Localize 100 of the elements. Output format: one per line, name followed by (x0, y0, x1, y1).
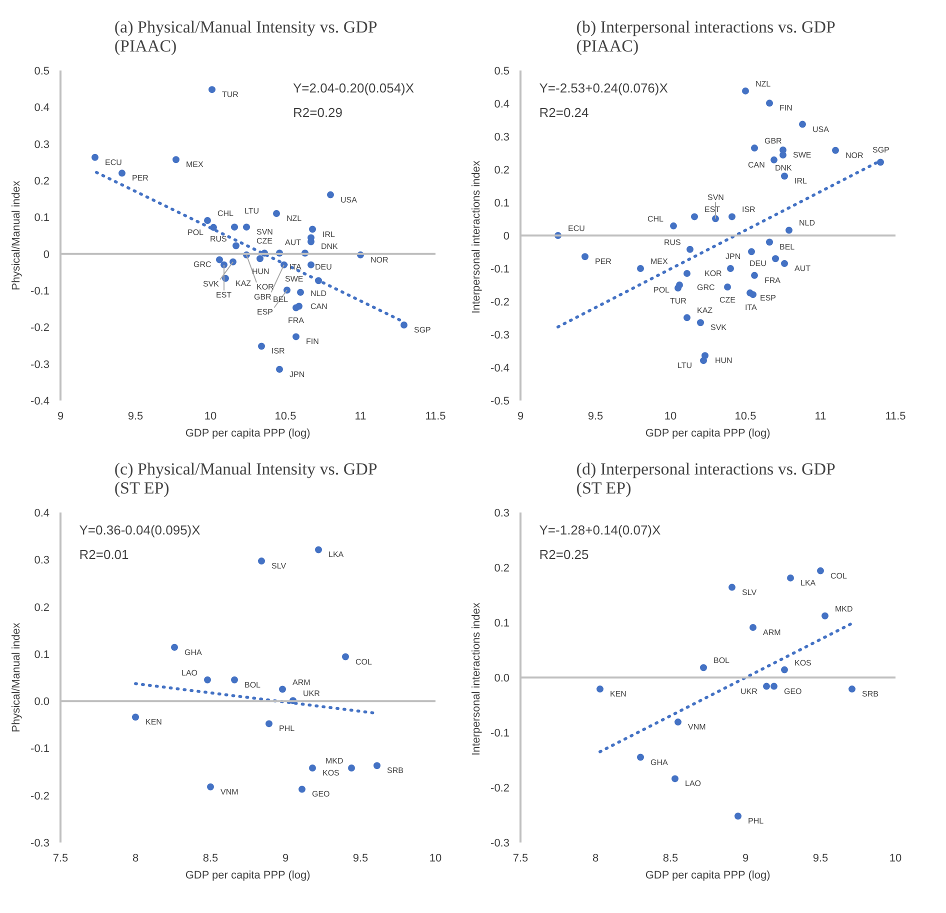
annotation: NOR (846, 150, 864, 160)
annotation: FIN (780, 104, 793, 113)
y-tick-label: 0.5 (494, 66, 510, 78)
annotation: HUN (252, 267, 270, 276)
annotation: KOS (794, 658, 812, 668)
y-axis-title: Physical/Manual index (10, 622, 23, 732)
x-tick-label: 10.5 (274, 410, 296, 422)
x-tick-label: 7.5 (52, 852, 68, 864)
annotation: BEL (273, 294, 289, 304)
annotation: AUT (285, 238, 302, 248)
annotation: Y=0.36-0.04(0.095)X (79, 522, 201, 538)
annotation: UKR (303, 689, 320, 698)
annotation: MEX (650, 257, 668, 266)
x-tick-label: 10 (204, 410, 217, 422)
annotation: GHA (650, 758, 668, 767)
annotation: HUN (715, 356, 733, 366)
annotation: UKR (740, 686, 758, 696)
annotation: NZL (286, 214, 302, 223)
y-tick-label: 0.2 (34, 176, 50, 188)
x-tick-label: 8 (132, 852, 139, 864)
annotation: PER (595, 257, 612, 266)
annotation: CHL (218, 208, 234, 218)
annotation: POL (188, 228, 204, 237)
y-tick-label: -0.1 (490, 728, 510, 740)
annotation: KEN (610, 690, 627, 699)
y-tick-label: 0 (43, 248, 50, 261)
annotation: LKA (800, 578, 816, 588)
x-tick-label: 9 (282, 852, 289, 864)
y-tick-label: 0.0 (34, 696, 50, 708)
y-tick-label: -0.2 (490, 296, 510, 308)
y-tick-label: -0.3 (490, 330, 510, 342)
x-tick-label: 9 (517, 410, 524, 422)
annotation: BEL (780, 242, 796, 252)
y-tick-label: 0.3 (494, 508, 510, 520)
annotation: ITA (745, 303, 758, 312)
annotation: COL (830, 571, 848, 580)
annotation: SWE (285, 274, 304, 284)
annotation: GRC (194, 260, 212, 270)
annotation: ECU (105, 158, 122, 167)
y-tick-label: -0.4 (30, 396, 50, 408)
annotation: LAO (182, 668, 198, 678)
annotation: JPN (290, 370, 305, 379)
annotation: GEO (784, 686, 802, 696)
annotation: ISR (272, 346, 286, 356)
annotation: KOS (322, 768, 340, 778)
y-tick-label: -0.1 (490, 264, 510, 276)
annotation: EST (216, 290, 232, 300)
y-tick-label: -0.1 (30, 286, 50, 298)
annotation: VNM (688, 722, 706, 732)
annotation: LTU (678, 361, 692, 370)
annotation: ESP (257, 308, 274, 317)
chart-title: (a) Physical/Manual Intensity vs. GDP (PIAAC) (114, 18, 378, 56)
annotation: R2=0.24 (539, 105, 589, 120)
annotation: POL (654, 286, 670, 294)
annotation: GRC (697, 282, 715, 292)
y-tick-label: -0.3 (490, 838, 510, 850)
annotation: ISR (742, 205, 756, 214)
x-axis-title: GDP per capita PPP (log) (645, 428, 770, 440)
annotation: KAZ (236, 278, 252, 288)
annotation: IRL (794, 176, 808, 186)
annotation: LTU (244, 206, 260, 216)
annotation: GHA (184, 648, 202, 657)
annotation: DNK (321, 242, 339, 252)
y-tick-label: -0.4 (490, 362, 510, 374)
annotation: COL (356, 657, 372, 666)
x-tick-label: 11.5 (885, 410, 906, 422)
annotation: PHL (748, 816, 764, 826)
annotation: KOR (256, 282, 274, 292)
x-tick-label: 10 (429, 852, 442, 864)
annotation: SVN (256, 228, 274, 237)
annotation: NOR (370, 255, 388, 264)
annotation: FIN (306, 337, 320, 346)
chart-title: (b) Interpersonal interactions vs. GDP (PIAAC) (576, 18, 836, 56)
y-tick-label: -0.2 (30, 322, 50, 334)
annotation: VNM (220, 787, 239, 796)
annotation: NZL (756, 79, 772, 88)
y-tick-label: 0.2 (494, 562, 510, 574)
annotation: CHL (648, 214, 664, 224)
y-tick-label: 0 (503, 230, 510, 242)
annotation: GBR (764, 136, 782, 146)
annotation: RUS (664, 238, 681, 247)
annotation: SWE (793, 150, 812, 160)
annotation: Y=-1.28+0.14(0.07)X (539, 522, 661, 538)
annotation: SLV (742, 588, 758, 597)
x-axis-title: GDP per capita PPP (log) (185, 428, 310, 440)
x-tick-label: 9 (742, 852, 749, 864)
annotation: ECU (568, 224, 586, 233)
x-tick-label: 9.5 (128, 410, 144, 422)
annotation: ARM (292, 678, 311, 687)
annotation: TUR (670, 296, 687, 306)
x-axis-title: GDP per capita PPP (log) (185, 870, 310, 882)
annotation: KEN (146, 718, 162, 727)
y-tick-label: 0.2 (34, 602, 50, 614)
annotation: MEX (186, 160, 204, 170)
annotation: MKD (326, 756, 344, 766)
annotation: USA (340, 195, 358, 204)
y-tick-label: 0.0 (494, 672, 510, 684)
annotation: FRA (764, 276, 782, 285)
y-axis-title: Physical/Manual index (10, 180, 23, 290)
y-tick-label: 0.3 (34, 554, 50, 567)
